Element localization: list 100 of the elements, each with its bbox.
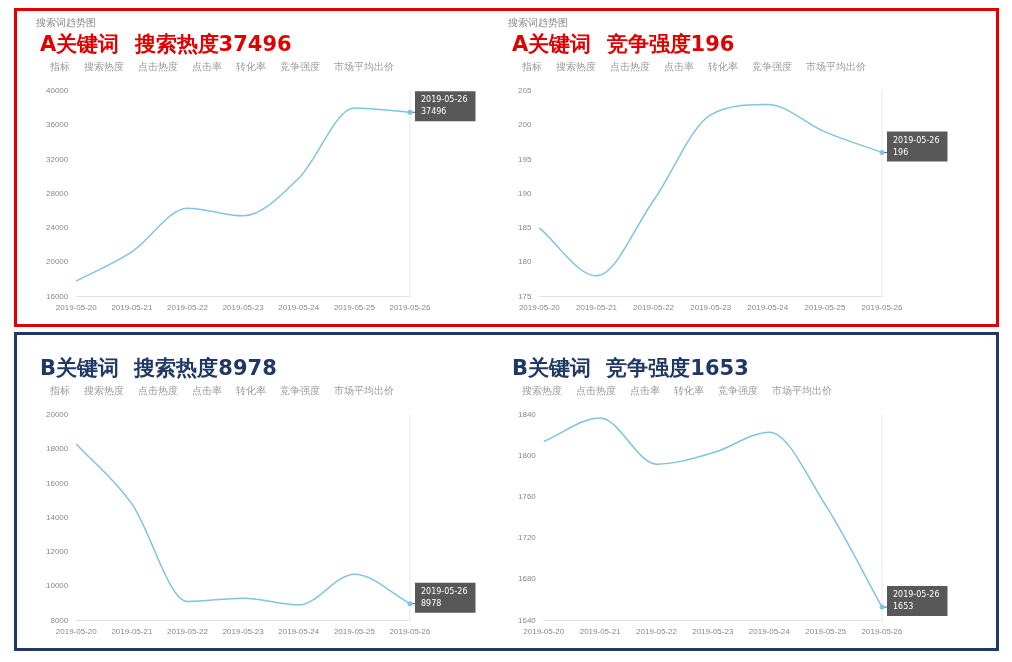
- x-tick-label: 2019-05-23: [690, 303, 732, 313]
- text: 转化率: [236, 61, 266, 72]
- y-tick-label: 175: [517, 291, 532, 301]
- x-tick-label: 2019-05-26: [861, 627, 904, 637]
- y-tick-label: 20000: [46, 410, 69, 419]
- x-tick-label: 2019-05-23: [692, 627, 734, 637]
- text: 市场平均出价: [334, 61, 394, 72]
- y-tick-label: 40000: [46, 86, 69, 95]
- y-tick-label: 36000: [46, 120, 69, 130]
- text: 竞争强度: [752, 61, 792, 72]
- x-tick-label: 2019-05-22: [633, 303, 675, 313]
- annotation: 37496: [421, 107, 447, 117]
- chart-title: A关键词 竞争强度196: [512, 31, 735, 58]
- text: 转化率: [236, 385, 266, 396]
- x-tick-label: 2019-05-20: [55, 627, 98, 637]
- y-tick-label: 200: [517, 120, 532, 130]
- y-tick-label: 32000: [46, 154, 69, 164]
- text: 点击热度: [138, 385, 178, 396]
- text: 搜索热度: [84, 385, 124, 396]
- text: 转化率: [708, 61, 738, 72]
- x-tick-label: 2019-05-26: [389, 303, 432, 313]
- annotation: 1653: [893, 602, 914, 612]
- y-tick-label: 14000: [46, 512, 69, 522]
- line-series: [538, 103, 883, 277]
- text: 搜索热度: [556, 61, 596, 72]
- chart-title: B关键词 竞争强度1653: [512, 355, 749, 382]
- x-tick-label: 2019-05-25: [805, 627, 847, 637]
- text: 转化率: [674, 385, 704, 396]
- x-tick-label: 2019-05-22: [636, 627, 678, 637]
- text: 指标: [50, 61, 70, 72]
- annotation: 2019-05-26: [421, 586, 468, 596]
- annotation: 2019-05-26: [893, 590, 940, 600]
- text: 点击热度: [576, 385, 616, 396]
- text: 点击率: [630, 385, 660, 396]
- chart-subtitle: 搜索词趋势图: [36, 16, 96, 30]
- text: 指标: [522, 61, 542, 72]
- y-tick-label: 12000: [46, 547, 69, 557]
- x-tick-label: 2019-05-23: [222, 303, 265, 313]
- y-tick-label: 195: [517, 154, 532, 164]
- y-tick-label: 1760: [518, 492, 537, 502]
- chart-title: B关键词 搜索热度8978: [40, 355, 277, 382]
- y-tick-label: 190: [517, 188, 532, 198]
- x-tick-label: 2019-05-20: [518, 303, 561, 313]
- y-tick-label: 180: [517, 257, 532, 267]
- x-tick-label: 2019-05-24: [748, 627, 791, 637]
- x-tick-label: 2019-05-21: [111, 303, 153, 313]
- y-tick-label: 1720: [518, 533, 537, 543]
- text: 点击率: [192, 385, 222, 396]
- x-tick-label: 2019-05-26: [861, 303, 904, 313]
- y-tick-label: 16000: [46, 478, 69, 488]
- chart-title: A关键词 搜索热度37496: [40, 31, 292, 58]
- y-tick-label: 8000: [50, 615, 69, 625]
- y-tick-label: 1800: [518, 451, 537, 461]
- annotation: 2019-05-26: [893, 135, 940, 145]
- text: 点击率: [664, 61, 694, 72]
- text: 点击热度: [610, 61, 650, 72]
- text: 指标: [50, 385, 70, 396]
- y-tick-label: 18000: [46, 444, 69, 454]
- x-tick-label: 2019-05-25: [333, 303, 376, 313]
- text: 点击热度: [138, 61, 178, 72]
- y-tick-label: 24000: [46, 223, 69, 233]
- y-tick-label: 1840: [518, 410, 537, 419]
- x-tick-label: 2019-05-21: [576, 303, 618, 313]
- y-tick-label: 205: [517, 86, 532, 95]
- annotation: 2019-05-26: [421, 95, 468, 105]
- y-tick-label: 1680: [518, 574, 537, 584]
- text: 市场平均出价: [772, 385, 832, 396]
- y-tick-label: 185: [517, 223, 532, 233]
- text: 竞争强度: [280, 385, 320, 396]
- y-tick-label: 28000: [46, 188, 69, 198]
- x-tick-label: 2019-05-24: [278, 627, 320, 637]
- annotation: 8978: [421, 598, 442, 608]
- line-series: [75, 443, 411, 606]
- y-tick-label: 10000: [46, 581, 69, 591]
- text: 搜索热度: [522, 385, 562, 396]
- x-tick-label: 2019-05-20: [55, 303, 98, 313]
- text: 竞争强度: [280, 61, 320, 72]
- line-series: [75, 107, 411, 282]
- x-tick-label: 2019-05-22: [167, 627, 209, 637]
- x-tick-label: 2019-05-21: [111, 627, 153, 637]
- x-tick-label: 2019-05-22: [167, 303, 209, 313]
- x-tick-label: 2019-05-25: [333, 627, 376, 637]
- x-tick-label: 2019-05-23: [222, 627, 265, 637]
- x-tick-label: 2019-05-25: [804, 303, 846, 313]
- line-series: [543, 417, 883, 608]
- text: 市场平均出价: [334, 385, 394, 396]
- x-tick-label: 2019-05-21: [579, 627, 622, 637]
- text: 点击率: [192, 61, 222, 72]
- y-tick-label: 1640: [518, 615, 537, 625]
- x-tick-label: 2019-05-26: [389, 627, 432, 637]
- text: 竞争强度: [718, 385, 758, 396]
- x-tick-label: 2019-05-20: [523, 627, 565, 637]
- annotation: 196: [893, 147, 909, 157]
- x-tick-label: 2019-05-24: [747, 303, 789, 313]
- text: 搜索热度: [84, 61, 124, 72]
- x-tick-label: 2019-05-24: [278, 303, 320, 313]
- y-tick-label: 20000: [46, 257, 69, 267]
- chart-subtitle: 搜索词趋势图: [508, 16, 568, 30]
- text: 市场平均出价: [806, 61, 866, 72]
- y-tick-label: 16000: [46, 291, 69, 301]
